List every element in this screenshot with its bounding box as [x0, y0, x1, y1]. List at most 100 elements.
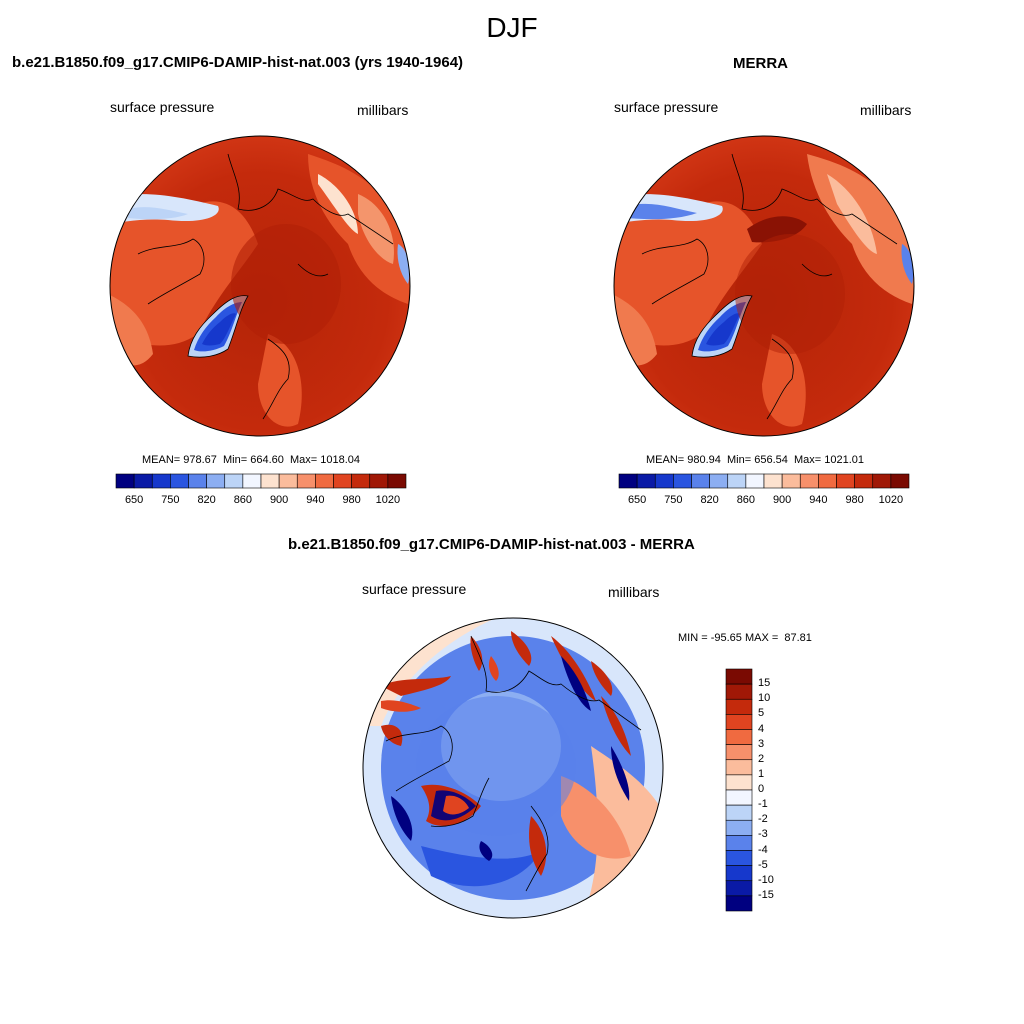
colorbar-swatch — [725, 729, 753, 745]
colorbar-swatch — [725, 789, 753, 806]
colorbar-swatch — [725, 895, 753, 912]
colorbar-swatch — [170, 473, 189, 489]
colorbar-swatch — [691, 473, 710, 489]
colorbar-tick-label: 980 — [845, 494, 864, 506]
diff-units-label: millibars — [608, 584, 660, 600]
colorbar-swatch — [709, 473, 729, 489]
colorbar-swatch — [636, 473, 656, 489]
obs-panel-title: MERRA — [733, 55, 788, 72]
model-colorbar — [115, 473, 407, 489]
obs-units-label: millibars — [860, 102, 912, 118]
colorbar-swatch — [206, 473, 226, 489]
model-stats: MEAN= 978.67 Min= 664.60 Max= 1018.04 — [142, 454, 361, 466]
colorbar-swatch — [854, 473, 874, 489]
colorbar-swatch — [296, 473, 316, 489]
colorbar-swatch — [387, 473, 407, 489]
colorbar-swatch — [725, 774, 753, 791]
obs-stats: MEAN= 980.94 Min= 656.54 Max= 1021.01 — [646, 454, 865, 466]
colorbar-tick-label: 750 — [161, 494, 180, 506]
colorbar-tick-label: 650 — [124, 494, 144, 506]
diff-polar-map — [362, 617, 664, 919]
colorbar-tick-label: -15 — [758, 888, 774, 901]
colorbar-swatch — [224, 473, 244, 489]
colorbar-swatch — [351, 473, 371, 489]
colorbar-swatch — [725, 759, 753, 776]
colorbar-swatch — [818, 473, 837, 489]
colorbar-tick-label: 1 — [758, 767, 765, 780]
colorbar-swatch — [369, 473, 389, 489]
colorbar-tick-label: 820 — [197, 494, 216, 506]
colorbar-tick-label: 860 — [736, 494, 756, 506]
colorbar-swatch — [333, 473, 352, 489]
model-units-label: millibars — [357, 102, 409, 118]
colorbar-swatch — [725, 683, 753, 700]
colorbar-swatch — [115, 473, 135, 489]
colorbar-swatch — [725, 835, 753, 851]
colorbar-swatch — [725, 698, 753, 715]
obs-polar-map — [613, 135, 915, 437]
colorbar-swatch — [872, 473, 892, 489]
colorbar-swatch — [260, 473, 280, 489]
diff-field-label: surface pressure — [362, 581, 467, 597]
colorbar-swatch — [725, 668, 753, 685]
colorbar-tick-label: 940 — [306, 494, 325, 506]
colorbar-swatch — [763, 473, 783, 489]
colorbar-tick-label: -4 — [758, 843, 768, 856]
diff-colorbar — [725, 668, 753, 912]
colorbar-swatch — [725, 804, 753, 821]
obs-colorbar — [618, 473, 910, 489]
colorbar-tick-label: 940 — [809, 494, 828, 506]
colorbar-swatch — [725, 714, 753, 730]
obs-field-label: surface pressure — [614, 99, 719, 115]
colorbar-swatch — [673, 473, 692, 489]
diff-stats: MIN = -95.65 MAX = 87.81 — [678, 632, 812, 644]
colorbar-swatch — [725, 850, 753, 866]
colorbar-swatch — [315, 473, 334, 489]
colorbar-tick-label: 650 — [627, 494, 647, 506]
colorbar-tick-label: 4 — [758, 722, 765, 735]
colorbar-swatch — [725, 880, 753, 897]
colorbar-swatch — [725, 744, 753, 761]
colorbar-tick-label: 2 — [758, 752, 765, 765]
colorbar-tick-label: 820 — [700, 494, 719, 506]
colorbar-tick-label: -5 — [758, 858, 768, 871]
colorbar-tick-label: 900 — [772, 494, 792, 506]
colorbar-tick-label: 750 — [664, 494, 683, 506]
colorbar-tick-label: 15 — [758, 677, 771, 690]
colorbar-tick-label: -1 — [758, 798, 768, 811]
colorbar-swatch — [654, 473, 674, 489]
colorbar-tick-label: 900 — [269, 494, 289, 506]
colorbar-tick-label: 860 — [233, 494, 253, 506]
colorbar-swatch — [188, 473, 207, 489]
colorbar-swatch — [618, 473, 638, 489]
model-colorbar-ticks: 650 750 820 860 900 940 980 1020 — [116, 494, 406, 508]
colorbar-tick-label: 10 — [758, 692, 771, 705]
colorbar-tick-label: -2 — [758, 813, 768, 826]
colorbar-swatch — [242, 473, 262, 489]
colorbar-tick-label: 0 — [758, 783, 765, 795]
figure-title: DJF — [486, 12, 538, 43]
colorbar-swatch — [725, 865, 753, 882]
diff-panel-title: b.e21.B1850.f09_g17.CMIP6-DAMIP-hist-nat… — [288, 536, 695, 553]
colorbar-tick-label: -3 — [758, 828, 768, 841]
model-field-label: surface pressure — [110, 99, 215, 115]
diff-colorbar-ticks: 15 10 5 4 3 2 1 0 -1 -2 -3 -4 -5 -10 -15 — [758, 669, 798, 911]
model-polar-map — [109, 135, 411, 437]
colorbar-swatch — [745, 473, 765, 489]
obs-colorbar-ticks: 650 750 820 860 900 940 980 1020 — [619, 494, 909, 508]
colorbar-swatch — [836, 473, 855, 489]
colorbar-tick-label: 1020 — [878, 494, 904, 506]
colorbar-tick-label: 1020 — [375, 494, 401, 506]
colorbar-swatch — [890, 473, 910, 489]
colorbar-swatch — [151, 473, 171, 489]
colorbar-swatch — [278, 473, 298, 489]
colorbar-swatch — [799, 473, 819, 489]
colorbar-tick-label: 980 — [342, 494, 361, 506]
colorbar-tick-label: 5 — [758, 707, 765, 720]
colorbar-swatch — [133, 473, 153, 489]
model-panel-title: b.e21.B1850.f09_g17.CMIP6-DAMIP-hist-nat… — [12, 54, 464, 71]
colorbar-tick-label: -10 — [758, 873, 774, 886]
colorbar-swatch — [725, 819, 753, 836]
colorbar-swatch — [781, 473, 801, 489]
colorbar-tick-label: 3 — [758, 737, 765, 750]
